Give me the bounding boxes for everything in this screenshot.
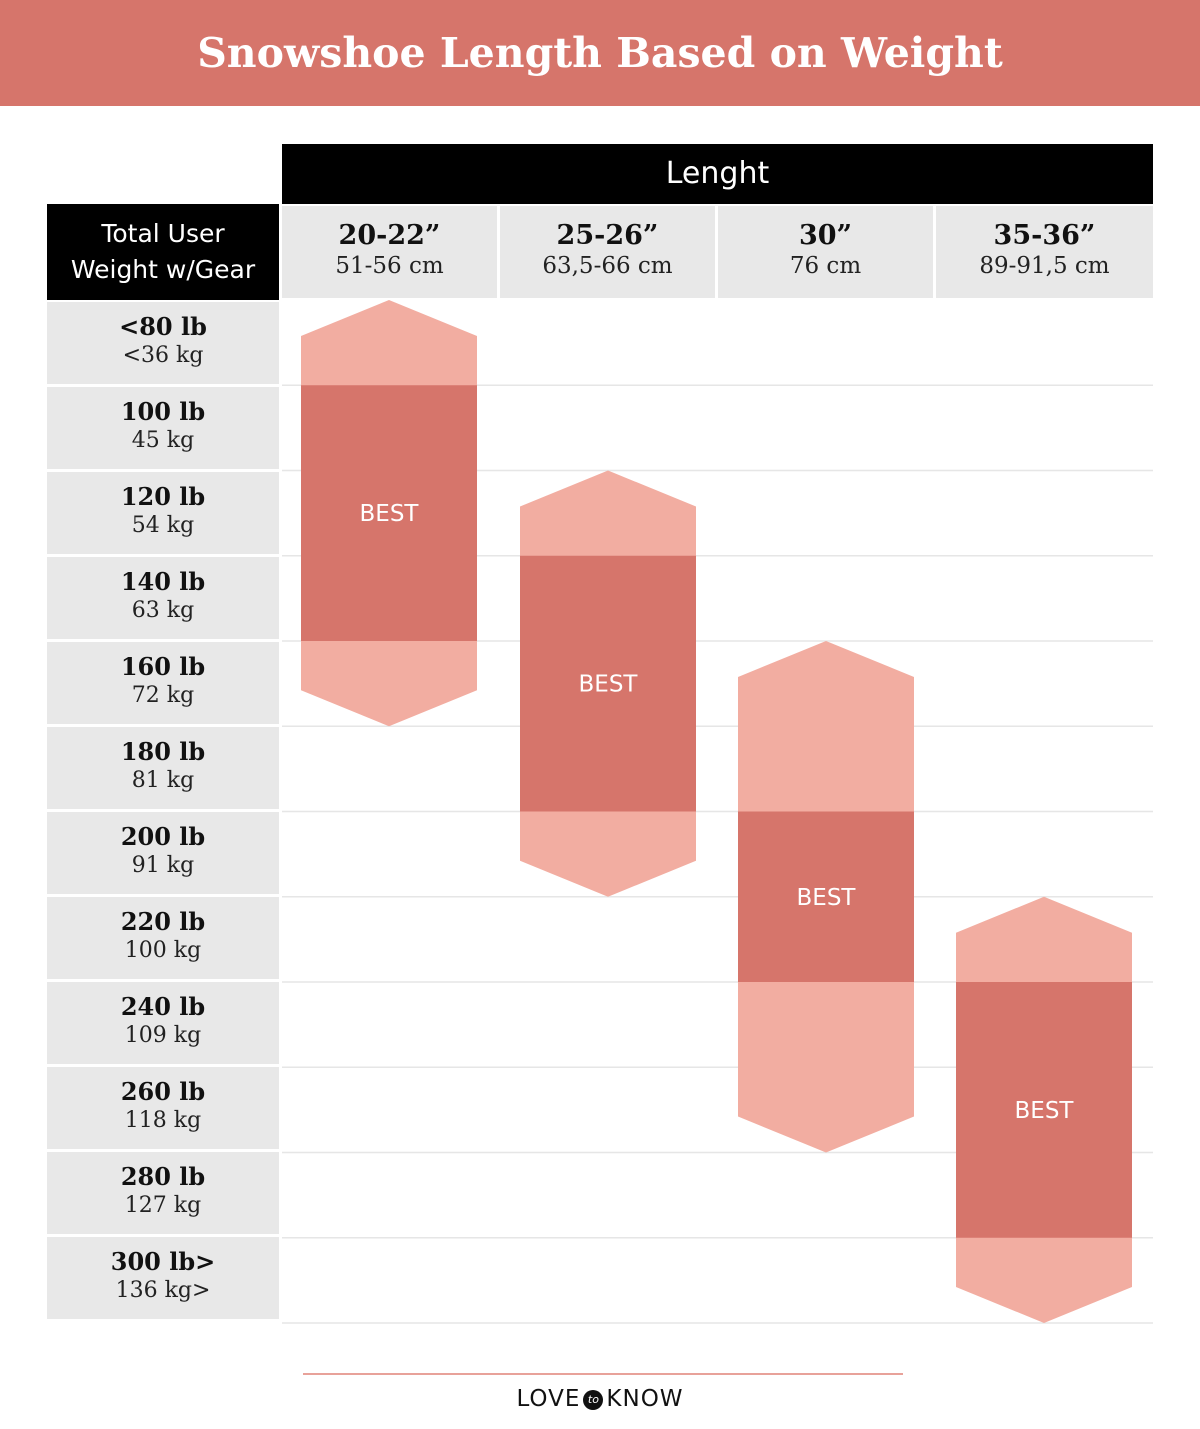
weight-lb: 240 lb (120, 992, 206, 1021)
weight-row-10: 260 lb 118 kg (47, 1067, 279, 1149)
weight-lb: 220 lb (120, 907, 206, 936)
weight-kg: 81 kg (131, 768, 195, 793)
column-header-1: 20-22” 51-56 cm (282, 206, 497, 298)
weight-kg: 127 kg (124, 1193, 202, 1218)
weight-lb: 120 lb (120, 482, 206, 511)
weight-lb: <80 lb (119, 312, 207, 341)
best-bar (301, 385, 477, 641)
weight-lb: 280 lb (120, 1162, 206, 1191)
weight-row-9: 240 lb 109 kg (47, 982, 279, 1064)
weight-kg: 63 kg (131, 598, 195, 623)
weight-row-12: 300 lb> 136 kg> (47, 1237, 279, 1319)
weight-row-3: 120 lb 54 kg (47, 472, 279, 554)
weight-lb: 200 lb (120, 822, 206, 851)
column-cm: 76 cm (789, 253, 862, 279)
weight-header: Total User Weight w/Gear (47, 204, 279, 300)
weight-row-6: 180 lb 81 kg (47, 727, 279, 809)
column-cm: 51-56 cm (335, 253, 444, 279)
weight-kg: <36 kg (122, 343, 204, 368)
chart-title: Snowshoe Length Based on Weight (197, 29, 1003, 77)
weight-lb: 140 lb (120, 567, 206, 596)
brand-know: KNOW (606, 1386, 684, 1412)
column-header-2: 25-26” 63,5-66 cm (500, 206, 715, 298)
brand-to: to (583, 1390, 604, 1410)
weight-kg: 136 kg> (115, 1278, 211, 1303)
weight-kg: 72 kg (131, 683, 195, 708)
brand-love: LOVE (516, 1386, 581, 1412)
column-inches: 35-36” (993, 220, 1096, 251)
weight-row-8: 220 lb 100 kg (47, 897, 279, 979)
weight-lb: 160 lb (120, 652, 206, 681)
best-bar (738, 811, 914, 982)
weight-kg: 54 kg (131, 513, 195, 538)
weight-row-1: <80 lb <36 kg (47, 302, 279, 384)
best-bar (956, 982, 1132, 1238)
weight-lb: 300 lb> (110, 1247, 216, 1276)
weight-lb: 180 lb (120, 737, 206, 766)
best-label: BEST (579, 672, 639, 698)
footer-divider (303, 1373, 903, 1375)
title-banner: Snowshoe Length Based on Weight (0, 0, 1200, 106)
weight-lb: 100 lb (120, 397, 206, 426)
brand-logo: LOVE to KNOW (0, 1386, 1200, 1412)
best-label: BEST (1015, 1098, 1075, 1124)
weight-row-4: 140 lb 63 kg (47, 557, 279, 639)
column-inches: 25-26” (556, 220, 659, 251)
length-header: Lenght (282, 144, 1153, 204)
weight-row-7: 200 lb 91 kg (47, 812, 279, 894)
weight-kg: 109 kg (124, 1023, 202, 1048)
column-cm: 63,5-66 cm (542, 253, 673, 279)
column-header-4: 35-36” 89-91,5 cm (936, 206, 1153, 298)
column-cm: 89-91,5 cm (979, 253, 1110, 279)
column-inches: 20-22” (338, 220, 441, 251)
column-header-3: 30” 76 cm (718, 206, 933, 298)
column-inches: 30” (798, 220, 853, 251)
best-label: BEST (360, 501, 420, 527)
best-bar (520, 555, 696, 812)
weight-lb: 260 lb (120, 1077, 206, 1106)
weight-row-11: 280 lb 127 kg (47, 1152, 279, 1234)
weight-kg: 45 kg (131, 428, 195, 453)
weight-row-2: 100 lb 45 kg (47, 387, 279, 469)
weight-kg: 100 kg (124, 938, 202, 963)
weight-kg: 91 kg (131, 853, 195, 878)
weight-row-5: 160 lb 72 kg (47, 642, 279, 724)
best-label: BEST (797, 885, 857, 911)
weight-kg: 118 kg (124, 1108, 202, 1133)
